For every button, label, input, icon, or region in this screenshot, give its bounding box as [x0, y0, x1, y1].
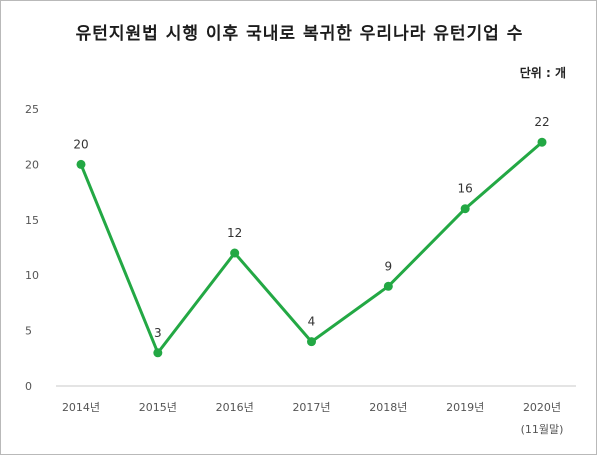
data-point: [230, 248, 240, 258]
y-tick-label: 5: [25, 325, 32, 338]
data-label: 12: [227, 226, 242, 240]
data-point: [153, 348, 163, 358]
data-point: [383, 281, 393, 291]
data-label: 4: [308, 315, 316, 329]
data-point: [460, 204, 470, 214]
data-label: 22: [534, 115, 549, 129]
data-label: 3: [154, 326, 162, 340]
x-tick-label: 2018년: [369, 401, 407, 414]
data-label: 16: [458, 182, 473, 196]
y-tick-label: 10: [25, 269, 39, 282]
x-tick-note: (11월말): [521, 423, 564, 436]
x-tick-label: 2019년: [446, 401, 484, 414]
data-label: 20: [73, 137, 88, 151]
x-tick-label: 2020년: [523, 401, 561, 414]
data-label: 9: [385, 259, 393, 273]
chart-title: 유턴지원법 시행 이후 국내로 복귀한 우리나라 유턴기업 수: [75, 24, 524, 44]
data-point: [307, 337, 316, 347]
data-points: [76, 137, 547, 358]
y-tick-label: 0: [25, 380, 32, 393]
data-point: [537, 137, 547, 147]
x-tick-label: 2017년: [292, 401, 330, 414]
y-tick-label: 25: [25, 103, 39, 116]
y-axis: 0 5 10 15 20 25: [25, 103, 39, 393]
x-tick-label: 2015년: [139, 401, 177, 414]
y-tick-label: 15: [25, 214, 39, 227]
x-tick-label: 2014년: [62, 401, 100, 414]
unit-label: 단위 : 개: [519, 66, 566, 80]
x-tick-label: 2016년: [216, 401, 254, 414]
x-axis: 2014년 2015년 2016년 2017년 2018년 2019년 2020년 (11월말…: [62, 401, 563, 436]
data-labels: 20 3 12 4 9 16 22: [73, 115, 549, 340]
y-tick-label: 20: [25, 158, 39, 171]
data-point: [76, 159, 86, 169]
